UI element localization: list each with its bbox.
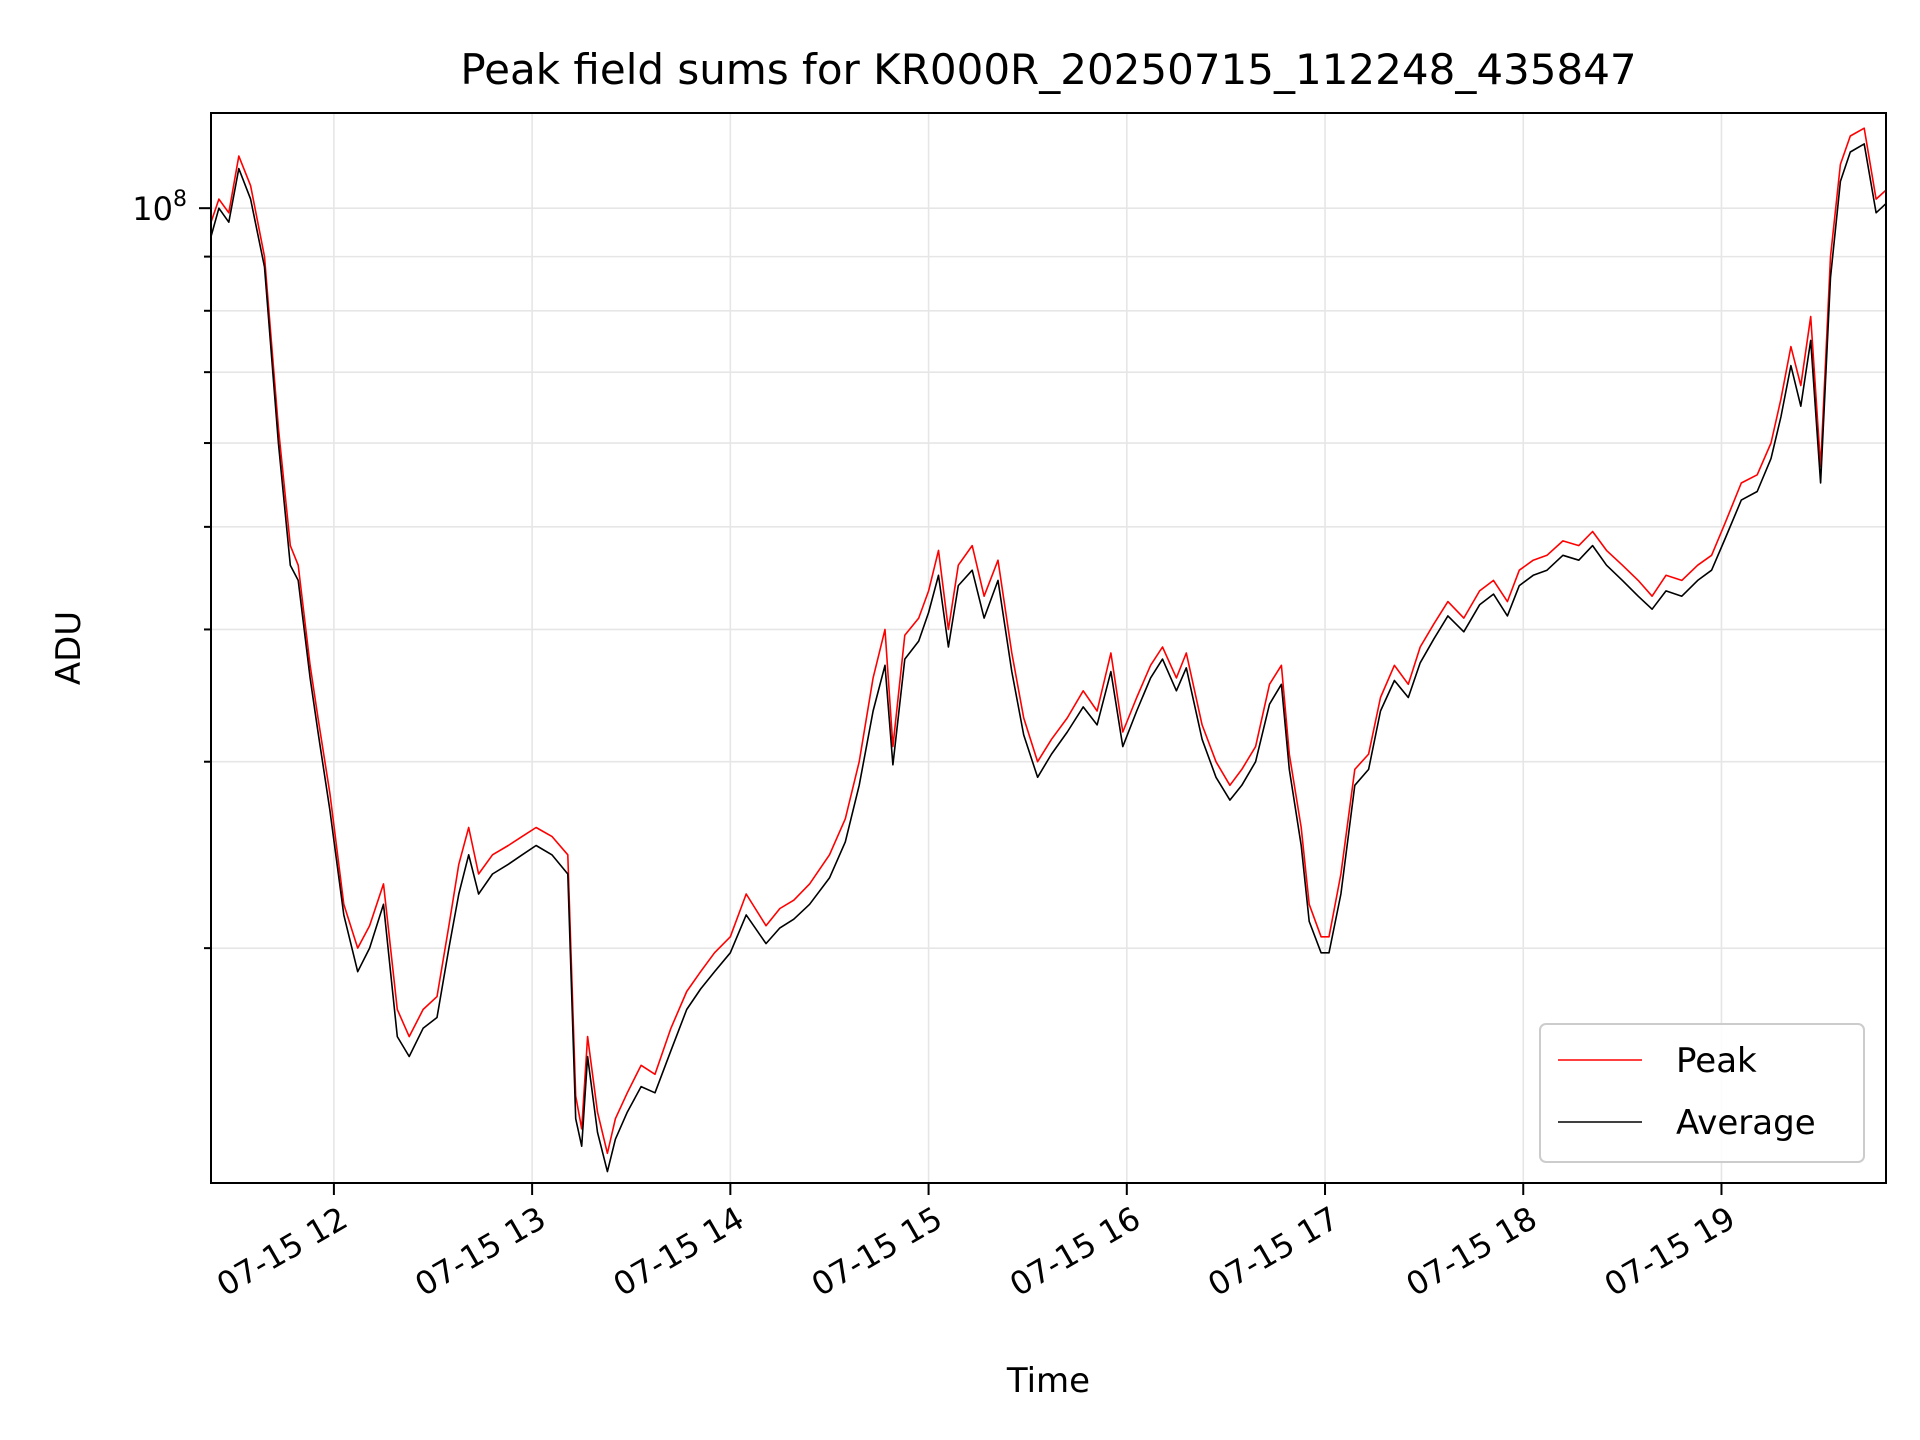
legend-box	[1539, 1023, 1865, 1163]
grid-layer	[211, 113, 1886, 1183]
legend-label-peak: Peak	[1676, 1041, 1757, 1081]
y-axis-label: ADU	[49, 611, 89, 685]
legend: Peak Average	[1539, 1023, 1865, 1163]
chart-title: Peak field sums for KR000R_20250715_1122…	[460, 45, 1636, 94]
x-axis-label: Time	[1006, 1361, 1090, 1401]
plot-frame	[210, 112, 1887, 1184]
plot-layer	[210, 127, 1887, 1173]
y-tick-label: 108	[132, 187, 187, 228]
series-line-peak	[210, 127, 1887, 1155]
series-line-average	[210, 143, 1887, 1173]
legend-label-average: Average	[1676, 1103, 1816, 1143]
